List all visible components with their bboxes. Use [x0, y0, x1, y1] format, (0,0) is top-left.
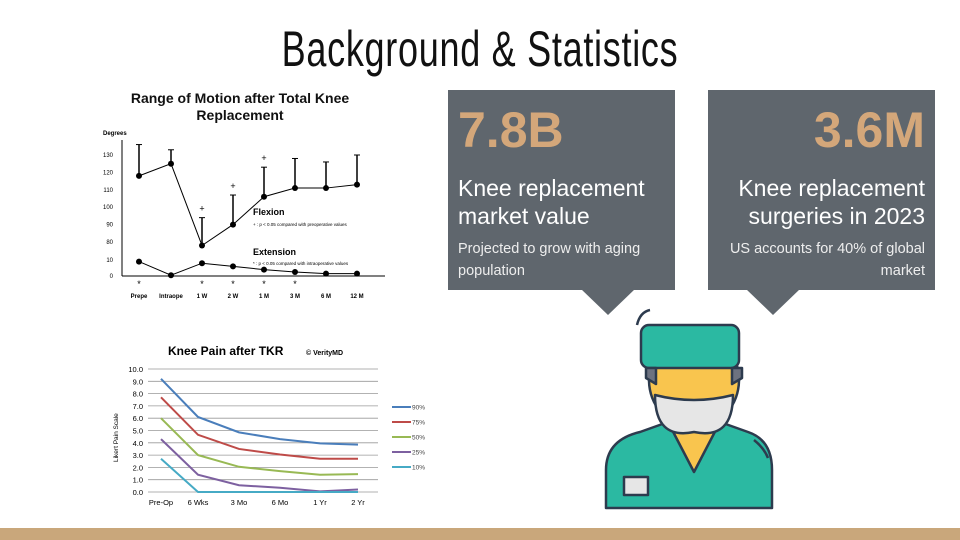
- data-point: [323, 185, 329, 192]
- pain-chart-title: Knee Pain after TKR: [168, 344, 284, 358]
- data-point: [261, 193, 267, 200]
- y-tick-label: 0: [110, 274, 114, 280]
- significance-plus: +: [199, 204, 204, 214]
- x-tick-label: 6 Wks: [188, 498, 209, 507]
- series-line-extension: [138, 261, 357, 276]
- series-line-10pct: [160, 458, 358, 493]
- series-line-50pct: [160, 417, 359, 476]
- x-tick-label: 1 Yr: [313, 498, 327, 507]
- card-subtext: Projected to grow with aging population: [458, 241, 641, 279]
- series-line-75pct: [160, 396, 358, 460]
- significance-plus: +: [261, 153, 266, 163]
- card-subtext: US accounts for 40% of global market: [729, 241, 925, 279]
- y-tick-label: 90: [106, 223, 113, 229]
- x-tick-label: 2 Yr: [351, 498, 365, 507]
- x-tick-label: Intraope: [159, 294, 183, 300]
- y-tick-label: 10.0: [128, 365, 143, 374]
- flexion-note: + : p < 0.05 compared with preoperative …: [253, 222, 348, 227]
- x-tick-label: Pre-Op: [149, 498, 173, 507]
- x-tick-label: 2 W: [228, 294, 239, 300]
- extension-note: * : p < 0.05 compared with intraoperativ…: [253, 261, 349, 266]
- legend-label: 10%: [412, 465, 425, 472]
- y-tick-label: 7.0: [133, 402, 143, 411]
- card-label: Knee replacement surgeries in 2023: [738, 175, 925, 229]
- legend-label: 75%: [412, 420, 425, 427]
- x-tick-label: 6 M: [321, 294, 331, 300]
- significance-asterisk: *: [231, 279, 235, 289]
- y-axis-label: Likert Pain Scale: [113, 413, 120, 462]
- y-tick-label: 4.0: [133, 439, 143, 448]
- y-tick-label: 130: [103, 153, 114, 159]
- y-tick-label: 8.0: [133, 390, 143, 399]
- surgeries-card: 3.6M Knee replacement surgeries in 2023 …: [708, 90, 935, 290]
- x-tick-label: 6 Mo: [272, 498, 289, 507]
- y-tick-label: 5.0: [133, 427, 143, 436]
- data-point: [230, 221, 236, 228]
- significance-asterisk: *: [200, 279, 204, 289]
- y-tick-label: 120: [103, 170, 114, 176]
- y-axis-label: Degrees: [103, 131, 127, 137]
- data-point: [199, 242, 205, 249]
- flexion-label: Flexion: [253, 207, 285, 217]
- x-tick-label: Prepe: [131, 294, 148, 300]
- data-point: [168, 272, 174, 279]
- data-point: [292, 269, 298, 275]
- data-point: [199, 260, 205, 267]
- pain-chart-credit: © VerityMD: [306, 349, 343, 357]
- y-tick-label: 6.0: [133, 414, 143, 423]
- bottom-accent-strip: [0, 528, 960, 540]
- rom-chart-title: Range of Motion after Total Knee Replace…: [130, 90, 350, 123]
- significance-asterisk: *: [293, 279, 297, 289]
- market-value-card: 7.8B Knee replacement market value Proje…: [448, 90, 675, 290]
- page-title: Background & Statistics: [281, 21, 679, 77]
- y-tick-label: 2.0: [133, 463, 143, 472]
- surgeon-icon: [604, 308, 774, 510]
- data-point: [354, 181, 360, 188]
- extension-label: Extension: [253, 247, 296, 257]
- data-point: [261, 266, 267, 273]
- x-tick-label: 3 Mo: [231, 498, 248, 507]
- y-tick-label: 3.0: [133, 451, 143, 460]
- significance-asterisk: *: [137, 279, 141, 289]
- card-label: Knee replacement market value: [458, 175, 645, 229]
- card-pointer: [746, 289, 800, 315]
- x-tick-label: 3 M: [290, 294, 300, 300]
- x-tick-label: 1 W: [197, 294, 208, 300]
- data-point: [354, 270, 360, 277]
- series-line-90pct: [160, 378, 359, 446]
- y-tick-label: 9.0: [133, 377, 143, 386]
- y-tick-label: 110: [103, 188, 113, 194]
- y-tick-label: 100: [103, 205, 114, 211]
- data-point: [136, 258, 142, 265]
- data-point: [136, 172, 142, 179]
- y-tick-label: 10: [106, 258, 113, 264]
- significance-plus: +: [230, 181, 235, 191]
- data-point: [292, 185, 298, 192]
- data-point: [323, 270, 329, 277]
- card-value: 7.8B: [458, 102, 564, 158]
- card-value: 3.6M: [813, 102, 925, 158]
- x-tick-label: 1 M: [259, 294, 269, 300]
- y-tick-label: 1.0: [133, 476, 143, 485]
- data-point: [168, 160, 174, 167]
- card-pointer: [581, 289, 635, 315]
- significance-asterisk: *: [262, 279, 266, 289]
- legend-label: 25%: [412, 450, 425, 457]
- x-tick-label: 12 M: [350, 294, 363, 300]
- y-tick-label: 0.0: [133, 488, 143, 497]
- legend-label: 90%: [412, 405, 425, 412]
- series-line-flexion: [138, 163, 358, 247]
- data-point: [230, 263, 236, 270]
- legend-label: 50%: [412, 435, 425, 442]
- y-tick-label: 80: [106, 240, 113, 246]
